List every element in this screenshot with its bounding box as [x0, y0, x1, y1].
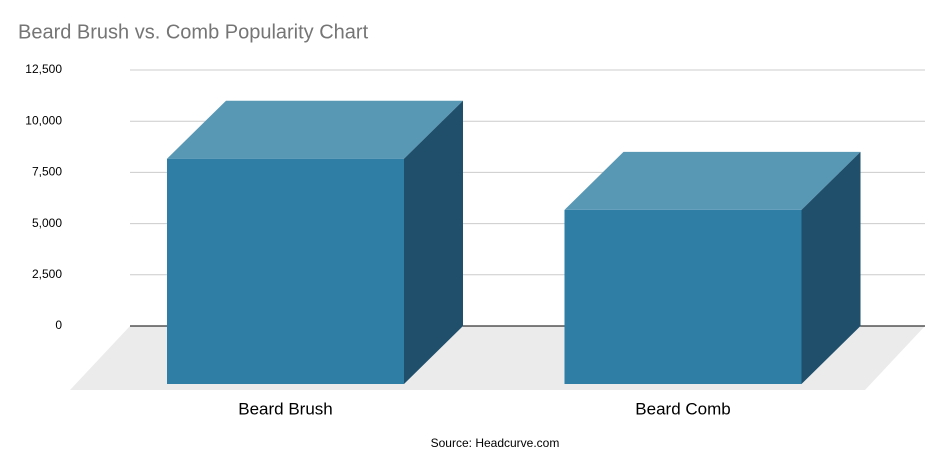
bar-top: [564, 151, 861, 210]
bar: [564, 209, 802, 384]
x-tick-label: Beard Comb: [635, 399, 730, 418]
source-note: Source: Headcurve.com: [431, 436, 560, 450]
y-tick-label: 7,500: [32, 165, 62, 179]
y-tick-label: 5,000: [32, 216, 62, 230]
y-tick-label: 10,000: [25, 113, 62, 127]
x-tick-label: Beard Brush: [238, 399, 333, 418]
bar-side: [404, 100, 463, 384]
y-tick-label: 12,500: [25, 62, 62, 76]
bar: [167, 158, 404, 384]
bar-top: [167, 100, 463, 159]
y-tick-label: 0: [55, 318, 62, 332]
y-tick-label: 2,500: [32, 267, 62, 281]
chart-title: Beard Brush vs. Comb Popularity Chart: [18, 21, 369, 43]
bar-side: [801, 151, 861, 384]
